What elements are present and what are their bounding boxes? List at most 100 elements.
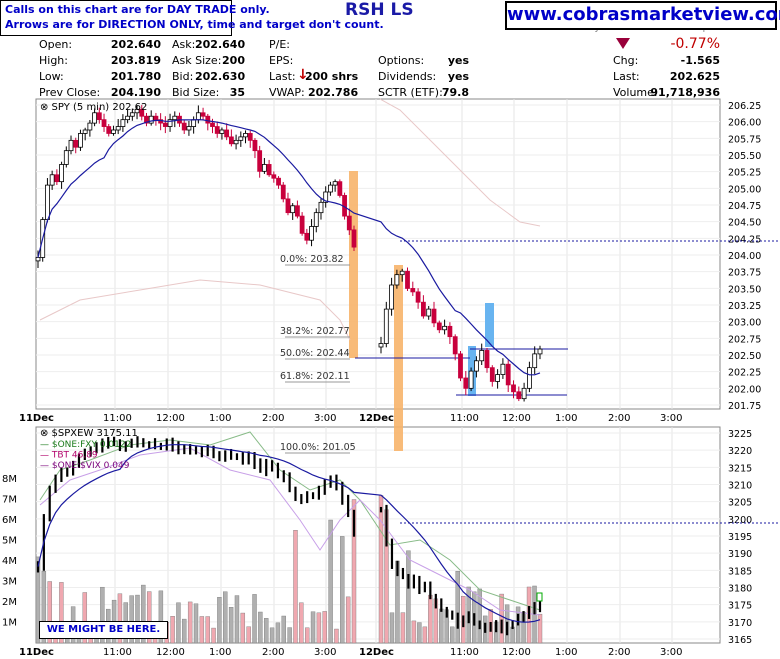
volume-bar (217, 597, 222, 644)
candle-body (484, 350, 490, 369)
percent-change: -0.77% (670, 36, 720, 52)
chg-value: -1.565 (680, 54, 720, 67)
x-tick-label: 11:00 (103, 413, 132, 424)
candle-body (346, 215, 352, 231)
website-banner[interactable]: www.cobrasmarketview.com (505, 1, 780, 30)
candle-body (87, 122, 93, 131)
candle-body (337, 181, 343, 196)
volume-bar (223, 591, 228, 644)
candle-body (247, 133, 253, 141)
candle-body (59, 164, 64, 183)
candle-body (389, 284, 395, 310)
candle-body (129, 112, 135, 117)
candle-body (399, 270, 405, 276)
candle-body (271, 174, 277, 179)
y-tick-label: 204.50 (728, 218, 761, 229)
volume-bar (439, 608, 444, 644)
fib-level-label: 61.8%: 202.11 (280, 371, 350, 382)
volume-bar (417, 622, 422, 644)
candle-body (473, 360, 479, 372)
candle-body (458, 353, 463, 379)
high-label: High: (39, 54, 68, 67)
candle-body (378, 343, 384, 348)
sctr-value: 79.8 (441, 86, 469, 99)
x-tick-label: 12:00 (156, 647, 185, 658)
candle-body (210, 122, 215, 127)
asksize-label: Ask Size: (172, 54, 222, 67)
x-tick-label: 12Dec (359, 413, 394, 424)
annotation-we-might-be-here: WE MIGHT BE HERE. (39, 621, 168, 639)
candle-body (313, 212, 319, 227)
ask-value: 202.640 (195, 38, 246, 51)
bidsize-label: Bid Size: (172, 86, 220, 99)
candle-body (111, 129, 116, 134)
candle-body (92, 112, 97, 124)
candle-body (125, 115, 131, 121)
volume-bar (310, 611, 316, 644)
y-tick-label: 3225 (728, 429, 752, 440)
candle-body (106, 126, 112, 134)
volume-bar (211, 627, 216, 644)
candle-body (195, 112, 201, 121)
volume-bar (304, 627, 310, 644)
open-label: Open: (39, 38, 73, 51)
change-down-arrow-icon (616, 38, 630, 49)
fib-level-label: 50.0%: 202.44 (280, 348, 350, 359)
y-tick-label: 202.25 (728, 368, 761, 379)
y-tick-label: 202.00 (728, 384, 761, 395)
fxy-overlay-line (39, 431, 541, 611)
volume-bar (264, 618, 269, 644)
volume-bar (389, 612, 395, 644)
candle-body (415, 291, 421, 303)
x-tick-label: 12Dec (359, 647, 394, 658)
candle-body (537, 348, 543, 355)
volume-bar (510, 626, 515, 644)
y-tick-label: 203.25 (728, 301, 761, 312)
candle-body (479, 350, 485, 362)
candle-body (144, 115, 149, 124)
dividends-value: yes (447, 70, 469, 83)
volume-bar (328, 519, 333, 644)
y-tick-label: 3180 (728, 584, 752, 595)
candle-body (505, 363, 511, 386)
candle-body (153, 115, 159, 121)
y-tick-label: 3210 (728, 481, 752, 492)
x-tick-label: 11:00 (450, 647, 479, 658)
volume-bar (269, 627, 275, 644)
disclaimer-line-2: Arrows are for DIRECTION ONLY, time and … (5, 18, 384, 31)
y-tick-label: 3175 (728, 601, 752, 612)
y-tick-label: 206.00 (728, 118, 761, 129)
volume-axis-label: 1M (2, 618, 17, 629)
fib-level-label: 100.0%: 201.05 (280, 442, 356, 453)
candle-body (162, 122, 168, 127)
volume-bar (146, 591, 152, 644)
volume-bar (378, 495, 384, 644)
spxew-moving-average-line (37, 444, 541, 623)
candle-body (186, 126, 192, 131)
x-tick-label: 11Dec (19, 413, 54, 424)
volume-bar (334, 628, 339, 644)
volume-value: 91,718,936 (650, 86, 720, 99)
legend-entry: — $ONE:$VIX 0.049 (40, 461, 130, 471)
y-tick-label: 3220 (728, 446, 752, 457)
y-tick-label: 3165 (728, 635, 752, 646)
candle-body (276, 177, 281, 186)
volume-bar (400, 612, 406, 644)
volume-bar (246, 626, 251, 644)
y-tick-label: 3200 (728, 515, 752, 526)
bidsize-value: 35 (229, 86, 245, 99)
candle-body (410, 288, 416, 293)
candle-body (447, 325, 453, 338)
candle-body (45, 184, 50, 220)
high-value: 203.819 (110, 54, 161, 67)
y-tick-label: 3215 (728, 463, 752, 474)
x-tick-label: 3:00 (660, 413, 682, 424)
candle-body (463, 377, 469, 389)
candle-body (134, 108, 140, 114)
candle-body (521, 387, 527, 400)
fib-level-label: 0.0%: 203.82 (280, 254, 344, 265)
x-tick-label: 11:00 (103, 647, 132, 658)
volume-bar (135, 594, 140, 644)
candle-body (516, 391, 522, 400)
volume-bar (234, 595, 240, 644)
